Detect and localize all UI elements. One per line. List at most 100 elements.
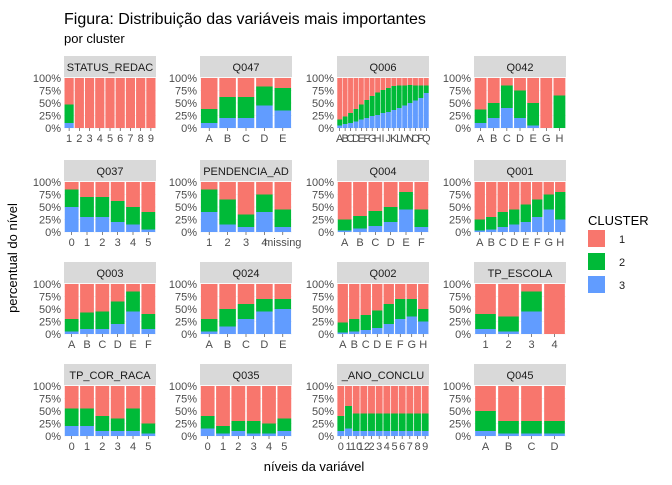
bar-segment-cluster-3 <box>110 431 125 436</box>
bar-segment-cluster-1 <box>348 78 353 113</box>
x-tick-label: B <box>83 339 90 351</box>
x-tick-label: E <box>358 133 365 145</box>
bar-segment-cluster-2 <box>375 92 381 115</box>
facet-strip <box>337 160 429 181</box>
bar-segment-cluster-3 <box>256 105 273 128</box>
bar-segment-cluster-2 <box>358 104 364 120</box>
x-tick-label: B <box>505 441 512 453</box>
x-tick-label: D <box>352 133 360 145</box>
bar-segment-cluster-3 <box>406 431 414 436</box>
bar-segment-cluster-1 <box>110 182 125 201</box>
bar-segment-cluster-1 <box>414 386 421 414</box>
x-tick-label: 7 <box>127 133 133 145</box>
bar-segment-cluster-3 <box>360 330 371 334</box>
x-tick-label: A <box>206 133 214 145</box>
bar-segment-cluster-1 <box>342 78 348 117</box>
facet-strip <box>200 56 292 77</box>
bar-segment-cluster-3 <box>353 228 367 232</box>
bar-segment-cluster-3 <box>80 426 94 436</box>
bar-segment-cluster-3 <box>385 112 391 128</box>
bar-segment-cluster-2 <box>486 217 497 230</box>
bar-segment-cluster-2 <box>126 207 140 225</box>
bar-segment-cluster-2 <box>110 418 125 431</box>
bar-segment-cluster-3 <box>80 329 94 334</box>
bar-segment-cluster-2 <box>237 304 255 319</box>
bar-segment-cluster-1 <box>418 284 429 309</box>
facet-strip <box>64 364 156 385</box>
x-tick-label: 3 <box>528 339 534 351</box>
bar-segment-cluster-2 <box>396 85 402 108</box>
bar-segment-cluster-2 <box>395 299 406 319</box>
facet-strip <box>200 160 292 181</box>
bar-segment-cluster-1 <box>216 386 230 426</box>
bar-segment-cluster-3 <box>475 329 496 334</box>
facet-strip-label: Q002 <box>370 268 397 280</box>
bar-segment-cluster-3 <box>498 433 519 436</box>
bar-segment-cluster-3 <box>237 319 255 334</box>
x-tick-label: D <box>551 441 559 453</box>
y-tick-label: 75% <box>312 86 334 98</box>
bar-segment-cluster-3 <box>418 321 429 334</box>
bar-segment-cluster-1 <box>337 386 345 416</box>
bar-segment-cluster-3 <box>358 119 364 128</box>
y-tick-label: 75% <box>39 394 61 406</box>
bar-segment-cluster-1 <box>414 182 429 210</box>
legend-swatch-cluster-2 <box>588 253 605 270</box>
x-tick-label: G <box>542 133 551 145</box>
y-tick-label: 50% <box>175 202 197 214</box>
facet-strip-label: Q042 <box>507 62 534 74</box>
y-tick-label: 0% <box>455 431 471 443</box>
bar-segment-cluster-1 <box>80 284 94 313</box>
facet-panel: Q004 0%25%50%75%100% A B C D E F <box>306 160 429 249</box>
bar-segment-cluster-3 <box>544 433 565 436</box>
bar-segment-cluster-1 <box>200 284 218 319</box>
y-tick-label: 25% <box>312 111 334 123</box>
bar-segment-cluster-3 <box>64 123 74 128</box>
facet-strip <box>474 364 566 385</box>
y-tick-label: 25% <box>39 111 61 123</box>
bar-segment-cluster-2 <box>246 421 261 434</box>
bar-segment-cluster-3 <box>474 230 485 232</box>
bar-segment-cluster-2 <box>414 413 421 431</box>
facet-strip <box>474 56 566 77</box>
bar-segment-cluster-3 <box>402 105 408 128</box>
bar-segment-cluster-3 <box>414 431 421 436</box>
bar-segment-cluster-1 <box>369 78 375 96</box>
bar-segment-cluster-1 <box>555 182 566 192</box>
bar-segment-cluster-2 <box>553 95 566 128</box>
bar-segment-cluster-1 <box>553 78 566 96</box>
bar-segment-cluster-2 <box>544 421 565 434</box>
facet-strip-label: _ANO_CONCLU <box>341 370 425 382</box>
y-tick-label: 0% <box>45 123 61 135</box>
bar-segment-cluster-1 <box>368 182 383 211</box>
y-tick-label: 25% <box>175 317 197 329</box>
facet-panel: Q047 0%25%50%75%100% A B C D E <box>169 56 292 145</box>
x-tick-label: 1 <box>84 237 90 249</box>
bar-segment-cluster-3 <box>418 98 424 128</box>
bar-segment-cluster-3 <box>497 227 508 232</box>
bar-segment-cluster-2 <box>219 199 236 225</box>
x-tick-label: G <box>407 339 416 351</box>
y-tick-label: 75% <box>175 394 197 406</box>
x-tick-label: H <box>555 133 563 145</box>
x-tick-label: H <box>419 339 427 351</box>
bar-segment-cluster-1 <box>345 386 352 406</box>
x-tick-label: C <box>499 237 507 249</box>
bar-segment-cluster-2 <box>406 299 417 317</box>
bar-segment-cluster-2 <box>514 90 526 118</box>
bar-segment-cluster-2 <box>521 291 542 312</box>
bar-segment-cluster-2 <box>337 219 352 231</box>
bar-segment-cluster-3 <box>110 222 125 232</box>
bar-segment-cluster-2 <box>383 304 394 324</box>
bar-segment-cluster-2 <box>80 312 94 329</box>
y-tick-label: 50% <box>39 406 61 418</box>
y-tick-label: 100% <box>169 177 197 189</box>
bar-segment-cluster-3 <box>543 209 554 232</box>
chart-subtitle: por cluster <box>64 31 125 46</box>
bar-segment-cluster-3 <box>509 224 520 232</box>
bar-segment-cluster-1 <box>337 284 348 323</box>
x-tick-label: B <box>341 133 348 145</box>
